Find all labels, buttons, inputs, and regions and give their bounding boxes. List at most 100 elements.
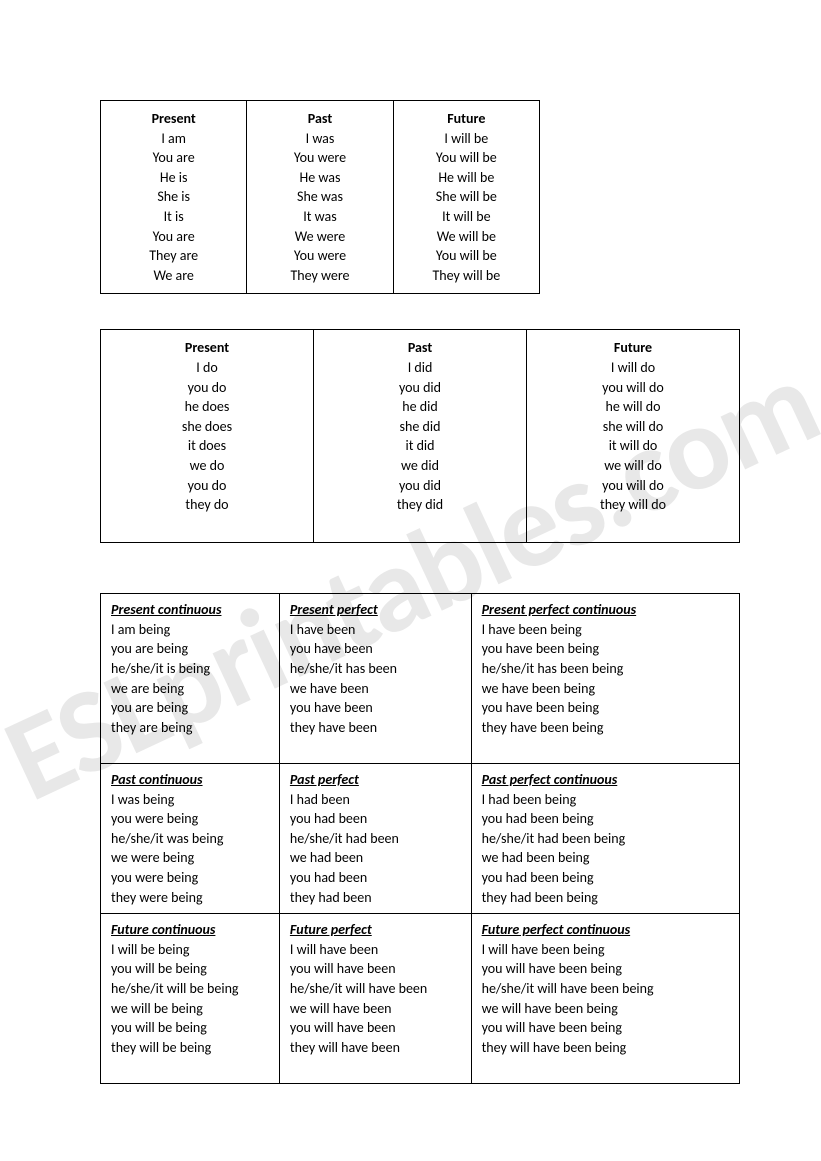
col-header: Present <box>113 338 301 358</box>
cell-text: I was <box>259 129 380 149</box>
col-header: Past <box>259 109 380 129</box>
cell-text: he/she/it had been <box>290 829 461 849</box>
cell-text: you will do <box>539 476 727 496</box>
cell-text: She will be <box>406 187 527 207</box>
cell-text <box>111 737 269 757</box>
cell-text: you are being <box>111 698 269 718</box>
cell-text: He will be <box>406 168 527 188</box>
cell-text <box>113 515 301 535</box>
cell-text: He was <box>259 168 380 188</box>
cell-future-perfect-continuous: Future perfect continuous I will have be… <box>471 914 739 1084</box>
cell-text: you do <box>113 476 301 496</box>
cell-text: You were <box>259 148 380 168</box>
col-header: Future <box>406 109 527 129</box>
col-header: Past <box>326 338 514 358</box>
cell-text: they are being <box>111 718 269 738</box>
cell-text: we have been being <box>482 679 729 699</box>
cell-text: I was being <box>111 790 269 810</box>
cell-text: We were <box>259 227 380 247</box>
cell-text: She was <box>259 187 380 207</box>
cell-text: he/she/it will have been <box>290 979 461 999</box>
cell-text: you will be being <box>111 959 269 979</box>
cell-text: we will have been <box>290 999 461 1019</box>
cell-text: they will do <box>539 495 727 515</box>
cell-text: We will be <box>406 227 527 247</box>
cell-text: We are <box>113 266 234 286</box>
cell-text: we are being <box>111 679 269 699</box>
be-verb-table: Present I am You are He is She is It is … <box>100 100 540 294</box>
cell-header: Future perfect <box>290 920 461 940</box>
cell-text: they will have been being <box>482 1038 729 1058</box>
cell-text: they were being <box>111 888 269 908</box>
cell-text: it will do <box>539 436 727 456</box>
cell-text: he does <box>113 397 301 417</box>
cell-present-continuous: Present continuous I am being you are be… <box>101 594 280 764</box>
table-row: Past continuous I was being you were bei… <box>101 764 740 914</box>
cell-text: They were <box>259 266 380 286</box>
cell-text: we were being <box>111 848 269 868</box>
cell-header: Present continuous <box>111 600 269 620</box>
cell-text: you have been <box>290 639 461 659</box>
cell-text: he/she/it has been <box>290 659 461 679</box>
cell-header: Present perfect continuous <box>482 600 729 620</box>
cell-text: you are being <box>111 639 269 659</box>
cell-text: he/she/it had been being <box>482 829 729 849</box>
cell-text: he/she/it was being <box>111 829 269 849</box>
cell-past-perfect: Past perfect I had been you had been he/… <box>279 764 471 914</box>
cell-text: we had been <box>290 848 461 868</box>
cell-header: Past perfect <box>290 770 461 790</box>
cell-text: he will do <box>539 397 727 417</box>
cell-text: you had been <box>290 868 461 888</box>
table1-col-past: Past I was You were He was She was It wa… <box>247 101 393 294</box>
cell-text: we will do <box>539 456 727 476</box>
cell-text: I do <box>113 358 301 378</box>
cell-text: I will be <box>406 129 527 149</box>
cell-text: you had been <box>290 809 461 829</box>
cell-text: she did <box>326 417 514 437</box>
cell-text: It will be <box>406 207 527 227</box>
table2-col-future: Future I will do you will do he will do … <box>527 330 740 543</box>
cell-text: they did <box>326 495 514 515</box>
cell-text: You will be <box>406 148 527 168</box>
cell-text: I will have been being <box>482 940 729 960</box>
cell-text: you had been being <box>482 868 729 888</box>
cell-text: he/she/it will be being <box>111 979 269 999</box>
cell-text: You are <box>113 227 234 247</box>
cell-text: we did <box>326 456 514 476</box>
cell-text: she does <box>113 417 301 437</box>
cell-text: I had been <box>290 790 461 810</box>
cell-text: they have been being <box>482 718 729 738</box>
cell-text: I have been <box>290 620 461 640</box>
cell-text: he did <box>326 397 514 417</box>
cell-text: They will be <box>406 266 527 286</box>
cell-text: we do <box>113 456 301 476</box>
cell-text: they will have been <box>290 1038 461 1058</box>
cell-text: You are <box>113 148 234 168</box>
cell-present-perfect: Present perfect I have been you have bee… <box>279 594 471 764</box>
cell-text: you will have been being <box>482 959 729 979</box>
cell-text <box>111 1057 269 1077</box>
cell-text: you did <box>326 476 514 496</box>
cell-text: I will do <box>539 358 727 378</box>
cell-text: it did <box>326 436 514 456</box>
cell-text: we will have been being <box>482 999 729 1019</box>
cell-text: You were <box>259 246 380 266</box>
cell-text: they do <box>113 495 301 515</box>
cell-text: we had been being <box>482 848 729 868</box>
cell-text: they had been being <box>482 888 729 908</box>
cell-text: he/she/it is being <box>111 659 269 679</box>
cell-text: they have been <box>290 718 461 738</box>
cell-text: She is <box>113 187 234 207</box>
cell-text: we will be being <box>111 999 269 1019</box>
cell-text: I had been being <box>482 790 729 810</box>
cell-text: you will have been <box>290 959 461 979</box>
cell-header: Past perfect continuous <box>482 770 729 790</box>
table1-col-future: Future I will be You will be He will be … <box>393 101 539 294</box>
cell-text: you will have been being <box>482 1018 729 1038</box>
cell-text: I did <box>326 358 514 378</box>
cell-text: you will do <box>539 378 727 398</box>
table2-col-present: Present I do you do he does she does it … <box>101 330 314 543</box>
cell-text: he/she/it will have been being <box>482 979 729 999</box>
table-row: Present continuous I am being you are be… <box>101 594 740 764</box>
cell-text: you will be being <box>111 1018 269 1038</box>
